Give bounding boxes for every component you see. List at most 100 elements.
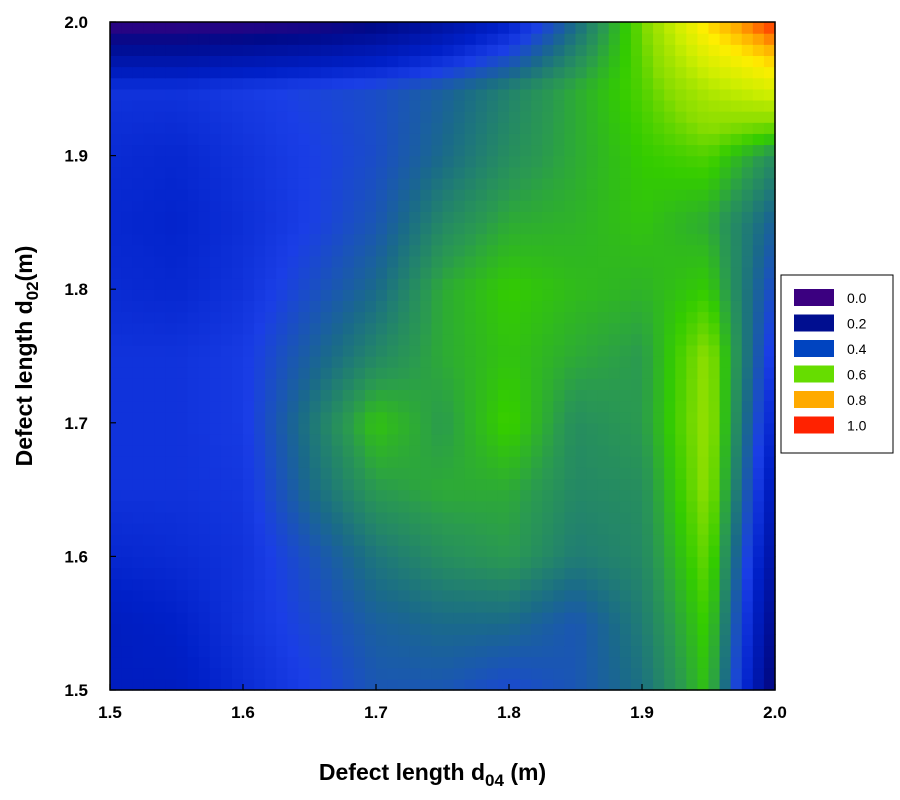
- heatmap-cell: [110, 255, 122, 268]
- heatmap-cell: [431, 467, 444, 480]
- heatmap-cell: [265, 266, 277, 279]
- heatmap-cell: [586, 88, 599, 101]
- heatmap-cell: [708, 222, 721, 235]
- heatmap-cell: [320, 589, 333, 602]
- heatmap-cell: [231, 589, 244, 602]
- heatmap-cell: [597, 278, 610, 290]
- heatmap-cell: [176, 456, 189, 468]
- heatmap-cell: [320, 612, 333, 624]
- heatmap-cell: [364, 133, 377, 146]
- heatmap-cell: [387, 411, 399, 424]
- heatmap-cell: [243, 545, 255, 557]
- heatmap-cell: [442, 166, 455, 179]
- heatmap-cell: [708, 300, 721, 313]
- heatmap-cell: [575, 378, 588, 390]
- heatmap-cell: [121, 656, 133, 669]
- heatmap-cell: [187, 278, 200, 290]
- heatmap-cell: [719, 378, 732, 390]
- heatmap-cell: [420, 545, 433, 557]
- heatmap-cell: [254, 255, 266, 268]
- heatmap-cell: [531, 66, 543, 79]
- heatmap-cell: [198, 211, 211, 223]
- heatmap-cell: [608, 200, 621, 212]
- heatmap-cell: [121, 389, 133, 402]
- heatmap-cell: [431, 333, 444, 346]
- heatmap-cell: [608, 445, 621, 457]
- heatmap-cell: [730, 322, 743, 335]
- heatmap-cell: [442, 44, 455, 56]
- heatmap-cell: [486, 344, 499, 357]
- heatmap-cell: [143, 133, 155, 146]
- heatmap-cell: [431, 133, 444, 146]
- heatmap-cell: [431, 656, 444, 669]
- heatmap-cell: [619, 411, 632, 424]
- heatmap-cell: [198, 511, 211, 524]
- heatmap-cell: [575, 523, 588, 535]
- heatmap-cell: [464, 411, 477, 424]
- heatmap-cell: [121, 99, 133, 112]
- heatmap-cell: [608, 255, 621, 268]
- heatmap-cell: [564, 66, 577, 79]
- heatmap-cell: [486, 467, 499, 480]
- heatmap-cell: [542, 200, 554, 212]
- heatmap-cell: [608, 88, 621, 101]
- heatmap-cell: [431, 99, 444, 112]
- heatmap-cell: [664, 300, 676, 313]
- heatmap-cell: [176, 433, 189, 446]
- heatmap-cell: [398, 255, 410, 268]
- heatmap-cell: [132, 77, 144, 90]
- heatmap-cell: [553, 433, 566, 446]
- heatmap-cell: [154, 155, 167, 168]
- heatmap-cell: [353, 233, 366, 246]
- heatmap-cell: [254, 289, 266, 301]
- heatmap-cell: [542, 88, 554, 101]
- heatmap-cell: [176, 578, 189, 591]
- heatmap-cell: [442, 445, 455, 457]
- heatmap-cell: [464, 99, 477, 112]
- heatmap-cell: [342, 189, 355, 201]
- heatmap-cell: [642, 66, 654, 79]
- heatmap-cell: [364, 556, 377, 569]
- heatmap-cell: [387, 367, 399, 379]
- heatmap-cell: [154, 278, 167, 290]
- heatmap-cell: [176, 523, 189, 535]
- heatmap-cell: [121, 634, 133, 647]
- heatmap-cell: [276, 22, 288, 34]
- heatmap-cell: [575, 289, 588, 301]
- heatmap-cell: [542, 456, 554, 468]
- heatmap-cell: [741, 645, 754, 658]
- heatmap-cell: [730, 511, 743, 524]
- heatmap-cell: [752, 189, 765, 201]
- heatmap-cell: [763, 589, 776, 602]
- heatmap-cell: [276, 667, 288, 680]
- heatmap-cell: [254, 266, 266, 279]
- heatmap-cell: [597, 378, 610, 390]
- heatmap-cell: [531, 211, 543, 223]
- heatmap-cell: [320, 678, 333, 691]
- heatmap-cell: [342, 166, 355, 179]
- heatmap-cell: [376, 266, 388, 279]
- heatmap-cell: [364, 467, 377, 480]
- heatmap-cell: [364, 500, 377, 513]
- heatmap-cell: [276, 367, 288, 379]
- heatmap-cell: [342, 556, 355, 569]
- heatmap-cell: [110, 344, 122, 357]
- heatmap-cell: [276, 678, 288, 691]
- heatmap-cell: [763, 478, 776, 491]
- heatmap-cell: [509, 33, 521, 45]
- heatmap-cell: [741, 111, 754, 123]
- heatmap-cell: [398, 511, 410, 524]
- heatmap-cell: [531, 44, 543, 56]
- heatmap-cell: [265, 311, 277, 324]
- heatmap-cell: [187, 122, 200, 134]
- heatmap-cell: [464, 166, 477, 179]
- heatmap-cell: [409, 33, 421, 45]
- heatmap-cell: [320, 344, 333, 357]
- heatmap-cell: [320, 211, 333, 223]
- heatmap-cell: [642, 144, 654, 157]
- heatmap-cell: [420, 289, 433, 301]
- heatmap-cell: [486, 389, 499, 402]
- heatmap-cell: [420, 77, 433, 90]
- heatmap-cell: [475, 667, 488, 680]
- heatmap-cell: [608, 545, 621, 557]
